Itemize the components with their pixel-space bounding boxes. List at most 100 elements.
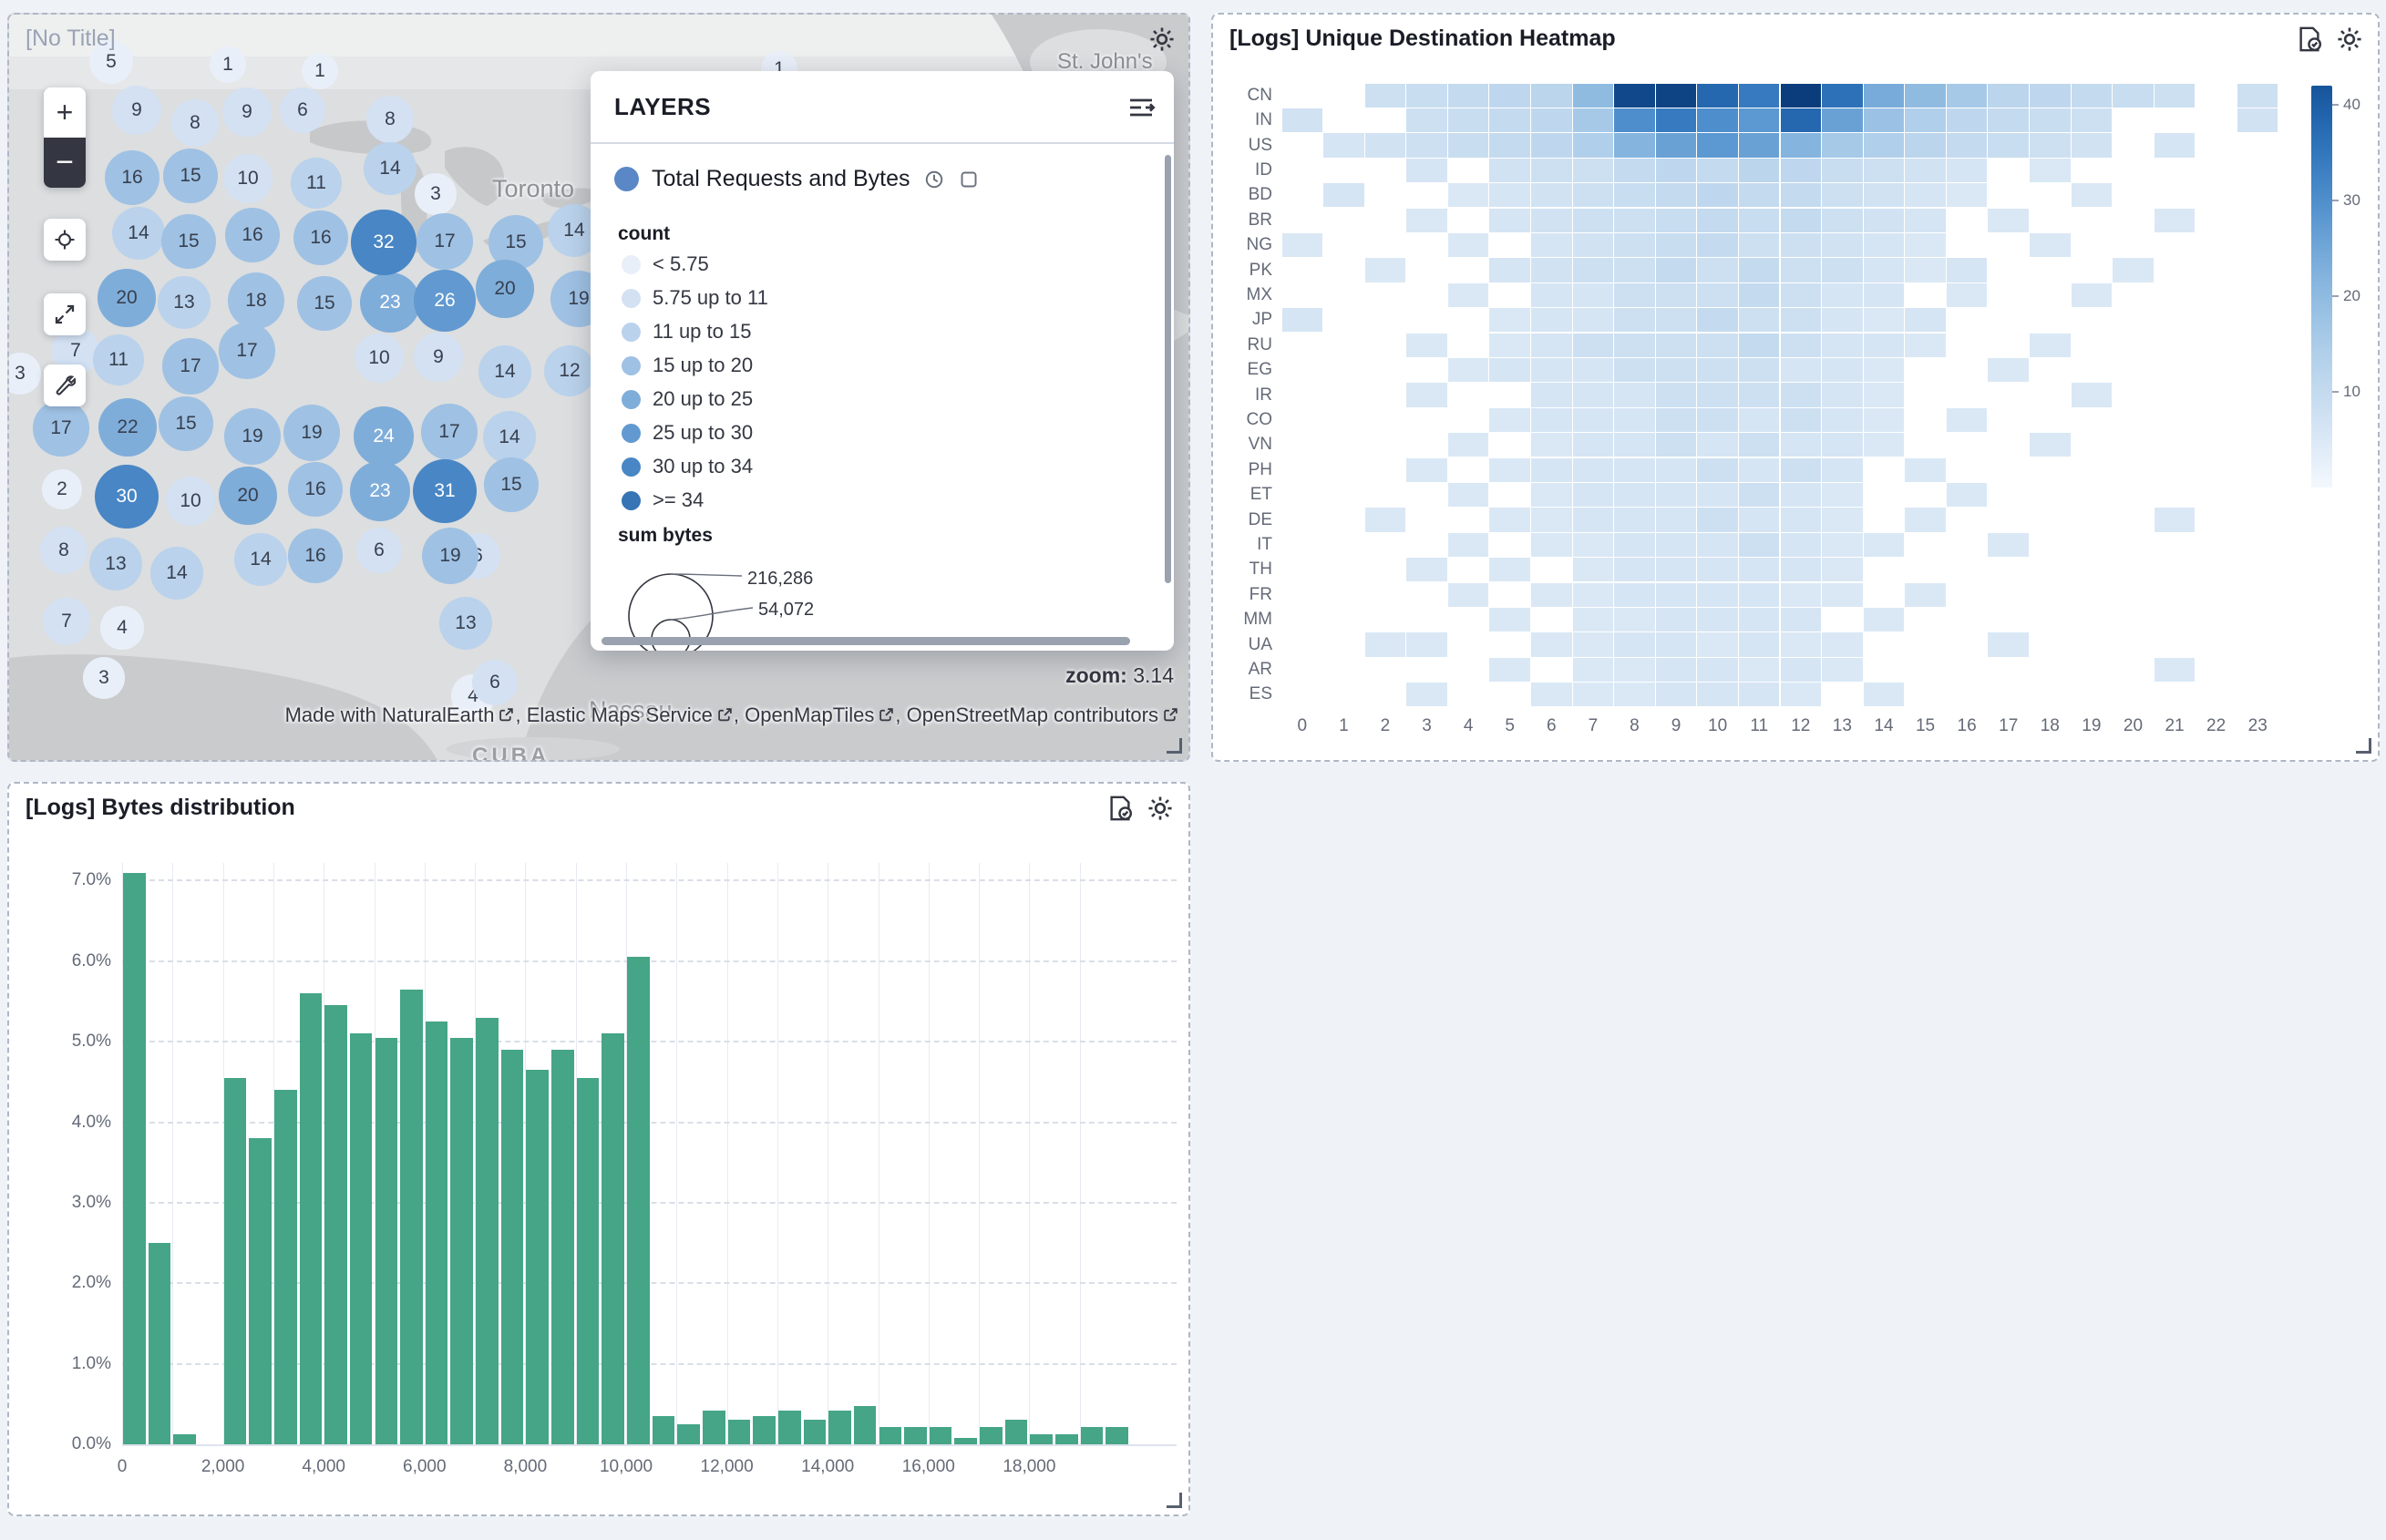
cluster-marker[interactable]: 15 xyxy=(297,276,352,331)
cluster-marker[interactable]: 14 xyxy=(363,141,417,196)
hist-library-button[interactable] xyxy=(1105,793,1136,824)
cluster-marker[interactable]: 3 xyxy=(415,173,457,215)
fit-to-data-button[interactable] xyxy=(44,293,86,335)
cluster-marker[interactable]: 13 xyxy=(89,538,142,590)
cluster-marker[interactable]: 20 xyxy=(476,260,534,318)
attribution-link[interactable]: OpenStreetMap contributors xyxy=(906,703,1158,726)
attribution-link[interactable]: NaturalEarth xyxy=(381,703,495,726)
heatmap-cell xyxy=(1738,83,1780,108)
heatmap-row-label: IR xyxy=(1255,385,1272,405)
heatmap-row-label: PK xyxy=(1249,260,1272,280)
layer-item[interactable]: Total Requests and Bytes xyxy=(591,144,1174,210)
map-tools-button[interactable] xyxy=(44,364,86,406)
heatmap-cell xyxy=(1572,83,1614,108)
cluster-marker[interactable]: 1 xyxy=(301,52,339,90)
cluster-marker[interactable]: 23 xyxy=(350,461,410,521)
popup-vertical-scrollbar[interactable] xyxy=(1165,155,1171,583)
cluster-marker[interactable]: 16 xyxy=(287,461,344,518)
cluster-marker[interactable]: 10 xyxy=(354,333,405,384)
attribution-link[interactable]: OpenMapTiles xyxy=(745,703,875,726)
heatmap-cell xyxy=(1489,333,1530,357)
cluster-marker[interactable]: 31 xyxy=(412,458,478,524)
heatmap-cell xyxy=(1572,482,1614,508)
cluster-marker[interactable]: 14 xyxy=(233,532,288,587)
y-axis-label: 7.0% xyxy=(71,870,111,890)
cluster-marker[interactable]: 4 xyxy=(100,606,144,650)
cluster-marker[interactable]: 30 xyxy=(94,464,159,529)
cluster-marker[interactable]: 9 xyxy=(222,87,272,137)
cluster-marker[interactable]: 23 xyxy=(360,272,420,333)
cluster-marker[interactable]: 1 xyxy=(209,46,247,84)
heatmap-row-label: RU xyxy=(1247,334,1272,354)
cluster-marker[interactable]: 16 xyxy=(224,207,281,263)
attribution-link[interactable]: Elastic Maps Service xyxy=(526,703,713,726)
cluster-marker[interactable]: 20 xyxy=(219,467,277,525)
cluster-marker[interactable]: 22 xyxy=(98,397,158,457)
cluster-marker[interactable]: 16 xyxy=(287,528,344,584)
cluster-marker[interactable]: 6 xyxy=(355,527,403,574)
cluster-marker[interactable]: 2 xyxy=(42,469,82,509)
cluster-marker[interactable]: 15 xyxy=(163,149,218,203)
cluster-marker[interactable]: 26 xyxy=(414,270,476,332)
cluster-marker[interactable]: 14 xyxy=(482,410,537,465)
cluster-marker[interactable]: 9 xyxy=(112,86,161,135)
cluster-marker[interactable]: 15 xyxy=(159,396,213,451)
panel-resize-handle[interactable] xyxy=(2356,738,2371,754)
heatmap-cell xyxy=(1697,232,1738,258)
cluster-marker[interactable]: 15 xyxy=(161,214,216,269)
cluster-marker[interactable]: 8 xyxy=(39,526,88,575)
set-view-button[interactable] xyxy=(44,219,86,261)
gridline-vertical xyxy=(626,863,627,1444)
layers-collapse-icon[interactable] xyxy=(1126,93,1156,122)
cluster-marker[interactable]: 3 xyxy=(9,353,41,395)
cluster-marker[interactable]: 6 xyxy=(471,659,519,706)
cluster-marker[interactable]: 32 xyxy=(351,210,417,275)
cluster-marker[interactable]: 13 xyxy=(439,597,492,650)
cluster-marker[interactable]: 17 xyxy=(417,213,473,270)
map-settings-button[interactable] xyxy=(1147,24,1178,55)
cluster-marker[interactable]: 19 xyxy=(223,407,282,466)
panel-resize-handle[interactable] xyxy=(1167,738,1182,754)
cluster-marker[interactable]: 11 xyxy=(93,334,144,385)
cluster-marker[interactable]: 15 xyxy=(484,457,539,512)
cluster-marker[interactable]: 3 xyxy=(83,657,125,699)
popup-horizontal-scrollbar[interactable] xyxy=(602,637,1130,645)
cluster-marker[interactable]: 20 xyxy=(98,269,156,327)
cluster-marker[interactable]: 12 xyxy=(543,344,596,397)
heatmap-cell xyxy=(1697,308,1738,333)
cluster-marker[interactable]: 17 xyxy=(33,400,89,457)
zoom-out-button[interactable]: − xyxy=(44,138,86,188)
cluster-marker[interactable]: 9 xyxy=(414,333,463,382)
cluster-marker[interactable]: 14 xyxy=(111,206,166,261)
heatmap-cell xyxy=(1572,282,1614,308)
cluster-marker[interactable]: 10 xyxy=(165,476,216,527)
legend-tick-label: 40 xyxy=(2343,96,2360,113)
cluster-marker[interactable]: 13 xyxy=(158,276,211,329)
heatmap-cell xyxy=(1655,657,1697,683)
cluster-marker[interactable]: 7 xyxy=(43,598,90,645)
cluster-marker[interactable]: 14 xyxy=(149,546,204,601)
cluster-marker[interactable]: 17 xyxy=(421,404,478,460)
cluster-marker[interactable]: 16 xyxy=(104,149,160,206)
panel-resize-handle[interactable] xyxy=(1167,1493,1182,1508)
heatmap-settings-button[interactable] xyxy=(2334,24,2365,55)
cluster-marker[interactable]: 6 xyxy=(279,87,326,134)
heatmap-cell xyxy=(1614,357,1655,383)
cluster-marker[interactable]: 19 xyxy=(283,404,341,462)
cluster-marker[interactable]: 14 xyxy=(478,344,532,399)
cluster-marker[interactable]: 17 xyxy=(162,338,219,395)
cluster-marker[interactable]: 18 xyxy=(227,272,284,329)
hist-settings-button[interactable] xyxy=(1145,793,1176,824)
cluster-marker[interactable]: 8 xyxy=(365,95,415,144)
hist-bar xyxy=(677,1423,700,1444)
cluster-marker[interactable]: 8 xyxy=(170,98,220,148)
cluster-marker[interactable]: 17 xyxy=(219,323,275,379)
zoom-in-button[interactable]: + xyxy=(44,87,86,138)
cluster-marker[interactable]: 11 xyxy=(291,158,342,209)
cluster-marker[interactable]: 24 xyxy=(353,406,415,467)
cluster-marker[interactable]: 16 xyxy=(293,210,349,266)
cluster-marker[interactable]: 10 xyxy=(222,153,273,204)
heatmap-library-button[interactable] xyxy=(2294,24,2325,55)
heatmap-cell xyxy=(1697,83,1738,108)
